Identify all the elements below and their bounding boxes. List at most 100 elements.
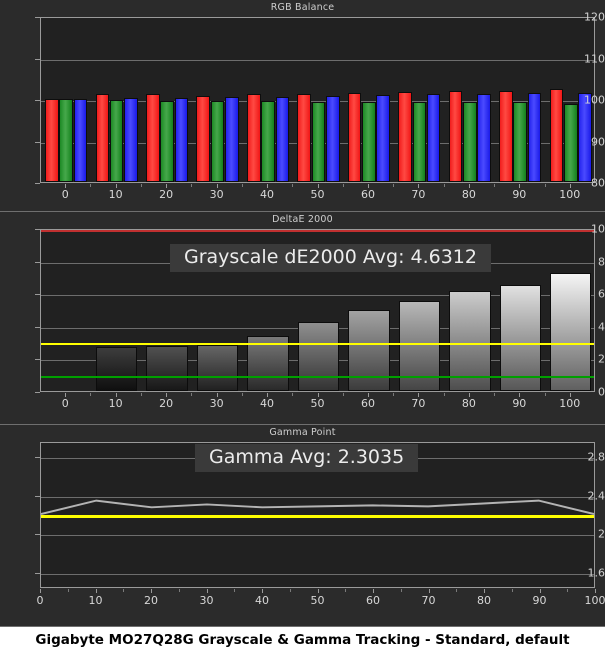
rgb-bar-blue-90	[527, 93, 542, 182]
y-tick-de-0	[35, 392, 40, 393]
rgb-bar-green-50	[311, 101, 326, 182]
x-tick-gm-80	[484, 589, 485, 593]
x-tick-gm-50	[318, 589, 319, 593]
gridline-gm-2	[41, 535, 594, 536]
x-minor-tick-rgb-10	[90, 184, 91, 187]
rgb-group-30	[196, 18, 239, 182]
x-minor-tick-gm-50	[290, 589, 291, 592]
x-axis-label-rgb-40: 40	[260, 188, 275, 201]
gamma-average-badge: Gamma Avg: 2.3035	[195, 444, 419, 472]
rgb-bar-blue-70	[426, 94, 441, 182]
y-axis-label-rgb-110: 110	[584, 52, 605, 65]
rgb-bar-blue-20	[174, 97, 189, 182]
gamma-title: Gamma Point	[269, 427, 336, 438]
gamma-panel: Gamma Point 1.6 2 2.4 2.8 0 10 20 30 40 50 60 70 80 9…	[0, 425, 605, 627]
x-axis-label-rgb-80: 80	[461, 188, 476, 201]
rgb-balance-plot	[40, 17, 595, 183]
x-tick-rgb-80	[469, 184, 470, 188]
x-axis-label-rgb-100: 100	[559, 188, 581, 201]
x-tick-de-50	[318, 393, 319, 397]
x-minor-tick-gm-10	[68, 589, 69, 592]
x-minor-tick-rgb-60	[343, 184, 344, 187]
x-minor-tick-de-20	[141, 393, 142, 396]
x-minor-tick-de-90	[494, 393, 495, 396]
deltae-bar-80	[449, 290, 491, 391]
x-tick-gm-30	[207, 589, 208, 593]
x-tick-gm-20	[151, 589, 152, 593]
y-axis-label-gm-1.6: 1.6	[587, 566, 605, 580]
rgb-bar-green-10	[109, 100, 124, 182]
x-minor-tick-rgb-90	[494, 184, 495, 187]
rgb-bar-red-80	[448, 90, 463, 182]
x-minor-tick-de-60	[343, 393, 344, 396]
x-axis-label-gm-30: 30	[199, 594, 214, 607]
x-minor-tick-rgb-30	[191, 184, 192, 187]
rgb-balance-panel: RGB Balance 80 90 100 110 120 0 10 20 30 40 50 60 70…	[0, 0, 605, 212]
gridline-de-6	[41, 295, 594, 296]
x-axis-label-gm-100: 100	[584, 594, 605, 607]
x-axis-label-de-50: 50	[310, 397, 325, 410]
x-axis-label-de-100: 100	[559, 397, 581, 410]
deltae-average-badge: Grayscale dE2000 Avg: 4.6312	[170, 244, 491, 272]
x-axis-label-de-20: 20	[159, 397, 174, 410]
gridline-gm-2.4	[41, 497, 594, 498]
x-axis-label-gm-40: 40	[255, 594, 269, 607]
gridline-110	[41, 60, 594, 61]
x-axis-label-de-30: 30	[209, 397, 224, 410]
deltae-bar-30	[196, 345, 239, 391]
y-tick-de-4	[35, 327, 40, 328]
y-tick-gm-2.8	[35, 457, 40, 458]
x-tick-de-40	[267, 393, 268, 397]
rgb-group-80	[448, 18, 491, 182]
rgb-group-10	[95, 18, 138, 182]
rgb-bar-blue-80	[477, 93, 491, 182]
y-axis-label-de-10: 10	[591, 222, 605, 236]
x-minor-tick-de-40	[242, 393, 243, 396]
x-tick-gm-70	[429, 589, 430, 593]
rgb-bar-green-40	[261, 100, 275, 182]
deltae-bar-100	[550, 272, 592, 391]
y-tick-rgb-80	[35, 183, 40, 184]
x-tick-de-90	[519, 393, 520, 397]
x-tick-de-100	[570, 393, 571, 397]
x-tick-rgb-30	[217, 184, 218, 188]
y-axis-label-gm-2.8: 2.8	[587, 450, 605, 464]
x-axis-label-rgb-0: 0	[61, 188, 69, 201]
x-tick-de-60	[368, 393, 369, 397]
x-axis-label-gm-20: 20	[144, 594, 158, 607]
caption-bar: Gigabyte MO27Q28G Grayscale & Gamma Trac…	[0, 627, 605, 652]
x-minor-tick-rgb-70	[393, 184, 394, 187]
y-axis-label-rgb-100: 100	[584, 93, 605, 107]
deltae-title: DeltaE 2000	[272, 214, 333, 225]
x-tick-de-0	[65, 393, 66, 397]
rgb-bar-red-90	[499, 90, 513, 182]
x-tick-gm-10	[96, 589, 97, 593]
y-tick-rgb-120	[35, 17, 40, 18]
x-tick-gm-60	[373, 589, 374, 593]
deltae-bar-10	[95, 347, 138, 391]
y-axis-label-de-8: 8	[598, 255, 605, 269]
x-tick-de-80	[469, 393, 470, 397]
x-minor-tick-de-30	[191, 393, 192, 396]
x-tick-rgb-40	[267, 184, 268, 188]
x-axis-label-de-60: 60	[360, 397, 375, 410]
x-minor-tick-gm-60	[345, 589, 346, 592]
rgb-bar-green-60	[362, 101, 376, 182]
x-axis-label-de-80: 80	[461, 397, 476, 410]
rgb-bar-red-20	[146, 94, 160, 182]
x-minor-tick-gm-100	[567, 589, 568, 592]
rgb-bar-blue-100	[578, 93, 592, 182]
x-minor-tick-gm-80	[456, 589, 457, 592]
x-tick-de-30	[217, 393, 218, 397]
x-minor-tick-gm-90	[512, 589, 513, 592]
rgb-group-70	[398, 18, 441, 182]
y-axis-label-rgb-120: 120	[584, 10, 605, 24]
x-tick-gm-100	[595, 589, 596, 593]
rgb-group-50	[297, 18, 340, 182]
rgb-group-0	[45, 18, 88, 182]
deltae-limit-threshold	[41, 230, 594, 232]
gamma-gamma-target	[41, 515, 594, 518]
x-axis-label-gm-0: 0	[36, 594, 44, 607]
x-tick-gm-40	[262, 589, 263, 593]
y-tick-gm-2.4	[35, 496, 40, 497]
